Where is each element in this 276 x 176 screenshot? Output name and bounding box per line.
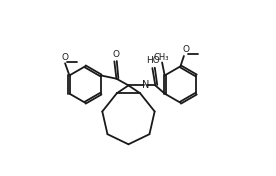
Text: O: O bbox=[62, 54, 68, 62]
Text: CH₃: CH₃ bbox=[154, 53, 169, 62]
Text: O: O bbox=[182, 45, 189, 54]
Text: O: O bbox=[112, 50, 119, 59]
Text: HO: HO bbox=[146, 56, 160, 65]
Text: N: N bbox=[142, 80, 150, 90]
